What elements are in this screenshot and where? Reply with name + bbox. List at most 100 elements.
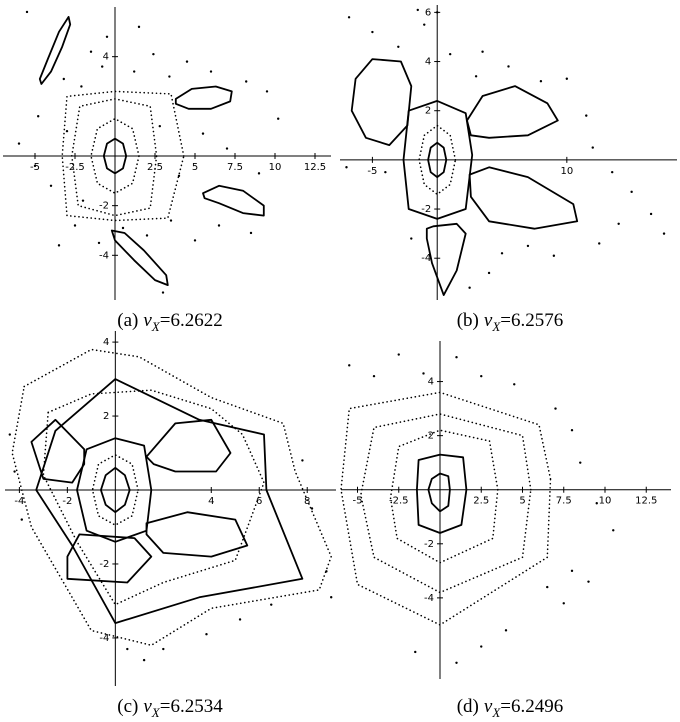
caption: (b) νX=6.2576 <box>457 310 564 334</box>
orbit-point <box>347 16 351 19</box>
orbit-curve <box>76 437 153 543</box>
orbit-point <box>579 461 582 464</box>
orbit-point <box>126 647 129 651</box>
x-tick-label: -5 <box>367 166 377 177</box>
x-tick-label: 10 <box>560 166 573 177</box>
orbit-point <box>20 518 23 521</box>
orbit-point <box>554 407 557 410</box>
orbit-point <box>587 580 590 583</box>
y-tick-label: -2 <box>99 201 109 212</box>
caption-label: (c) <box>117 696 138 717</box>
orbit-point <box>185 60 189 63</box>
orbit-point <box>480 374 483 378</box>
orbit-point <box>145 234 149 237</box>
y-tick-label: 4 <box>425 57 431 68</box>
caption-symbol: ν <box>143 696 152 717</box>
orbit-point <box>436 11 439 14</box>
orbit-point <box>546 585 549 589</box>
orbit-point <box>662 232 666 235</box>
y-tick-label: 2 <box>428 431 434 442</box>
orbit-point <box>539 80 543 83</box>
caption-symbol: ν <box>484 696 493 717</box>
orbit-point <box>423 23 426 26</box>
x-tick-label: -5 <box>353 496 363 507</box>
orbit-curve <box>91 454 139 526</box>
caption: (c) νX=6.2534 <box>117 696 223 720</box>
orbit-point <box>169 219 173 222</box>
orbit-curve <box>466 85 559 139</box>
x-tick-label: -2.5 <box>65 162 85 173</box>
caption-symbol: ν <box>484 310 493 331</box>
orbit-point <box>410 237 413 240</box>
orbit-point <box>249 231 253 235</box>
orbit-point <box>270 603 273 606</box>
orbit-curve <box>350 58 413 146</box>
orbit-point <box>8 433 11 436</box>
orbit-curve <box>145 511 249 558</box>
orbit-point <box>13 470 16 473</box>
orbit-curve <box>360 413 532 594</box>
orbit-point <box>205 633 208 636</box>
orbit-point <box>504 629 508 632</box>
orbit-point <box>585 114 588 117</box>
y-tick-label: -4 <box>424 593 434 604</box>
orbit-point <box>500 252 504 255</box>
orbit-point <box>133 70 136 73</box>
orbit-point <box>73 224 77 227</box>
orbit-point <box>570 569 574 573</box>
x-tick-label: 10 <box>599 496 612 507</box>
orbit-point <box>17 142 21 145</box>
orbit-point <box>507 65 510 68</box>
orbit-point <box>448 52 452 56</box>
orbit-point <box>33 164 37 168</box>
orbit-point <box>225 147 229 150</box>
orbit-curve <box>100 466 131 514</box>
y-tick-label: 2 <box>103 411 109 422</box>
orbit-curve <box>145 418 232 473</box>
x-tick-label: 12.5 <box>304 162 326 173</box>
orbit-curve <box>102 137 128 175</box>
orbit-point <box>265 90 269 93</box>
orbit-point <box>89 50 93 53</box>
caption-symbol: ν <box>143 310 152 331</box>
orbit-point <box>162 647 165 651</box>
orbit-point <box>62 77 65 81</box>
orbit-point <box>562 602 565 605</box>
x-tick-label: 5 <box>192 162 198 173</box>
x-tick-label: 7.5 <box>556 496 572 507</box>
orbit-curve <box>340 391 552 626</box>
orbit-point <box>49 184 53 187</box>
x-tick-label: 4 <box>208 496 214 507</box>
x-tick-label: -2 <box>62 496 72 507</box>
orbit-point <box>474 75 478 78</box>
x-tick-label: -5 <box>30 162 40 173</box>
orbit-point <box>217 224 221 227</box>
orbit-curve <box>30 418 86 484</box>
orbit-point <box>372 374 376 378</box>
orbit-point <box>330 596 333 599</box>
orbit-point <box>595 502 598 505</box>
orbit-point <box>177 174 181 178</box>
caption-subscript: X <box>151 705 161 720</box>
orbit-point <box>630 190 633 194</box>
orbit-point <box>552 254 556 257</box>
y-tick-label: -4 <box>421 253 431 264</box>
orbit-curve <box>61 90 185 222</box>
y-tick-label: 4 <box>103 52 109 63</box>
caption-label: (d) <box>457 696 479 717</box>
orbit-point <box>161 291 165 294</box>
x-tick-label: 6 <box>256 496 262 507</box>
orbit-curve <box>35 378 304 624</box>
orbit-curve <box>416 453 468 534</box>
orbit-point <box>455 356 458 359</box>
orbit-point <box>422 372 425 375</box>
orbit-point <box>610 170 614 174</box>
x-tick-label: -4 <box>14 496 24 507</box>
orbit-point <box>57 244 61 247</box>
x-tick-label: -2.5 <box>389 496 409 507</box>
orbit-point <box>414 650 417 654</box>
orbit-point <box>80 85 83 88</box>
x-tick-label: 8 <box>304 496 310 507</box>
orbit-curve <box>42 389 265 606</box>
